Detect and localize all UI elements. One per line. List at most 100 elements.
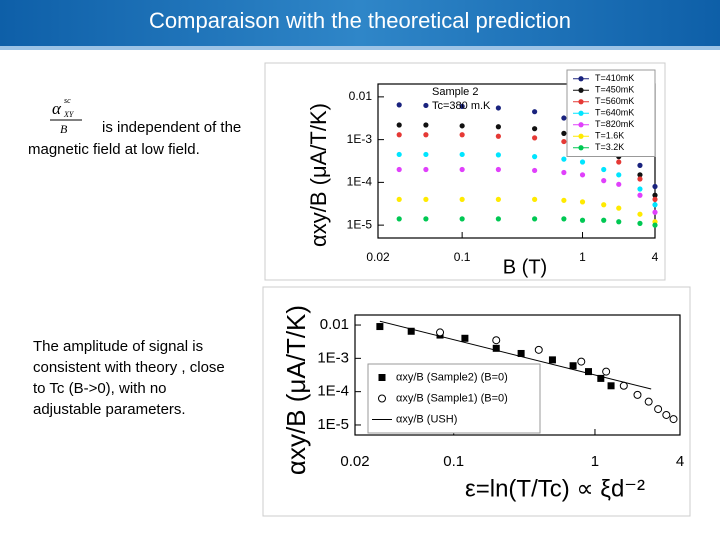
formula-denominator: B <box>60 122 68 136</box>
formula-symbol: α <box>52 99 62 118</box>
legend-marker <box>578 145 584 151</box>
data-point <box>652 202 658 208</box>
legend-marker <box>578 87 584 93</box>
data-point <box>517 349 525 357</box>
legend-box <box>367 363 541 434</box>
figure-frame <box>264 62 666 281</box>
data-point <box>461 334 469 342</box>
legend-label: αxy/B (Sample1) (B=0) <box>396 392 508 404</box>
legend-label: T=820mK <box>595 119 634 129</box>
legend-marker <box>578 110 584 116</box>
data-point <box>607 382 615 390</box>
x-tick-label: 0.1 <box>443 453 464 470</box>
data-point <box>548 356 556 364</box>
data-point <box>534 345 543 354</box>
data-point <box>532 196 538 202</box>
data-point <box>492 344 500 352</box>
x-tick-label: 1 <box>591 453 599 470</box>
y-axis-label: αxy/B (μA/T/K) <box>281 305 311 475</box>
data-point <box>495 152 501 158</box>
data-point <box>459 166 465 173</box>
text-line: consistent with theory , close <box>33 359 225 376</box>
data-point <box>423 132 429 138</box>
plot-frame <box>377 83 656 239</box>
y-tick-label: 0.01 <box>349 89 373 103</box>
data-point <box>396 216 402 222</box>
header-rule <box>0 46 720 50</box>
figure-frame <box>262 286 691 517</box>
legend-label: αxy/B (Sample2) (B=0) <box>396 371 508 383</box>
data-point <box>492 336 501 345</box>
legend-marker <box>578 99 584 105</box>
y-axis-label: αxy/B (μA/T/K) <box>306 103 331 247</box>
data-line <box>379 320 652 390</box>
data-point <box>633 390 642 399</box>
data-point <box>602 367 611 376</box>
data-point <box>459 151 465 158</box>
data-point <box>532 216 538 222</box>
data-point <box>616 205 622 211</box>
text-line: is independent of the <box>102 119 241 136</box>
data-point <box>396 151 402 158</box>
data-point <box>495 124 501 130</box>
data-point <box>407 327 415 335</box>
data-point <box>561 130 567 136</box>
data-point <box>601 202 607 208</box>
data-point <box>644 397 653 406</box>
data-point <box>532 167 538 174</box>
data-point <box>579 159 586 165</box>
x-tick-label: 1 <box>579 250 586 264</box>
data-point <box>669 415 678 424</box>
x-tick-label: 0.02 <box>366 250 390 264</box>
legend-label: αxy/B (USH) <box>396 413 457 425</box>
legend-label: T=3.2K <box>595 142 624 152</box>
data-point <box>495 133 501 139</box>
x-axis-label: B (T) <box>503 256 547 278</box>
legend-marker <box>578 76 584 82</box>
data-point <box>561 115 567 121</box>
data-point <box>376 323 384 331</box>
legend-marker <box>378 394 386 403</box>
legend-marker <box>578 133 584 139</box>
y-tick-label: 1E-3 <box>347 132 373 146</box>
data-point <box>579 172 586 178</box>
data-point <box>652 196 658 202</box>
text-line: adjustable parameters. <box>33 401 186 418</box>
data-point <box>637 176 643 182</box>
data-point <box>532 126 538 132</box>
data-point <box>532 154 538 160</box>
data-point <box>654 405 663 414</box>
data-point <box>569 362 577 370</box>
legend-label: T=560mK <box>595 96 634 106</box>
data-point <box>423 102 429 109</box>
data-point <box>601 166 607 173</box>
data-point <box>637 162 643 168</box>
data-point <box>585 368 593 376</box>
text-line: magnetic field at low field. <box>28 141 200 158</box>
data-point <box>577 357 586 366</box>
plot-frame <box>354 314 681 436</box>
data-point <box>396 102 402 108</box>
data-point <box>597 374 605 382</box>
y-tick-label: 0.01 <box>320 316 349 333</box>
data-point <box>601 217 607 223</box>
data-point <box>616 159 622 165</box>
data-point <box>637 186 643 192</box>
data-point <box>495 166 501 173</box>
text-line: to Tc (B->0), with no <box>33 380 167 397</box>
data-point <box>423 216 429 222</box>
data-point <box>652 183 658 190</box>
data-point <box>459 132 465 138</box>
annotation: Tc=380 m.K <box>432 100 491 112</box>
header-band <box>0 0 720 46</box>
y-tick-label: 1E-4 <box>347 175 373 189</box>
x-tick-label: 0.1 <box>454 250 471 264</box>
y-tick-label: 1E-3 <box>317 349 349 366</box>
data-point <box>423 122 429 128</box>
data-point <box>662 410 671 419</box>
data-point <box>423 166 429 173</box>
data-point <box>579 199 586 205</box>
data-point <box>459 103 465 109</box>
data-point <box>561 216 567 222</box>
